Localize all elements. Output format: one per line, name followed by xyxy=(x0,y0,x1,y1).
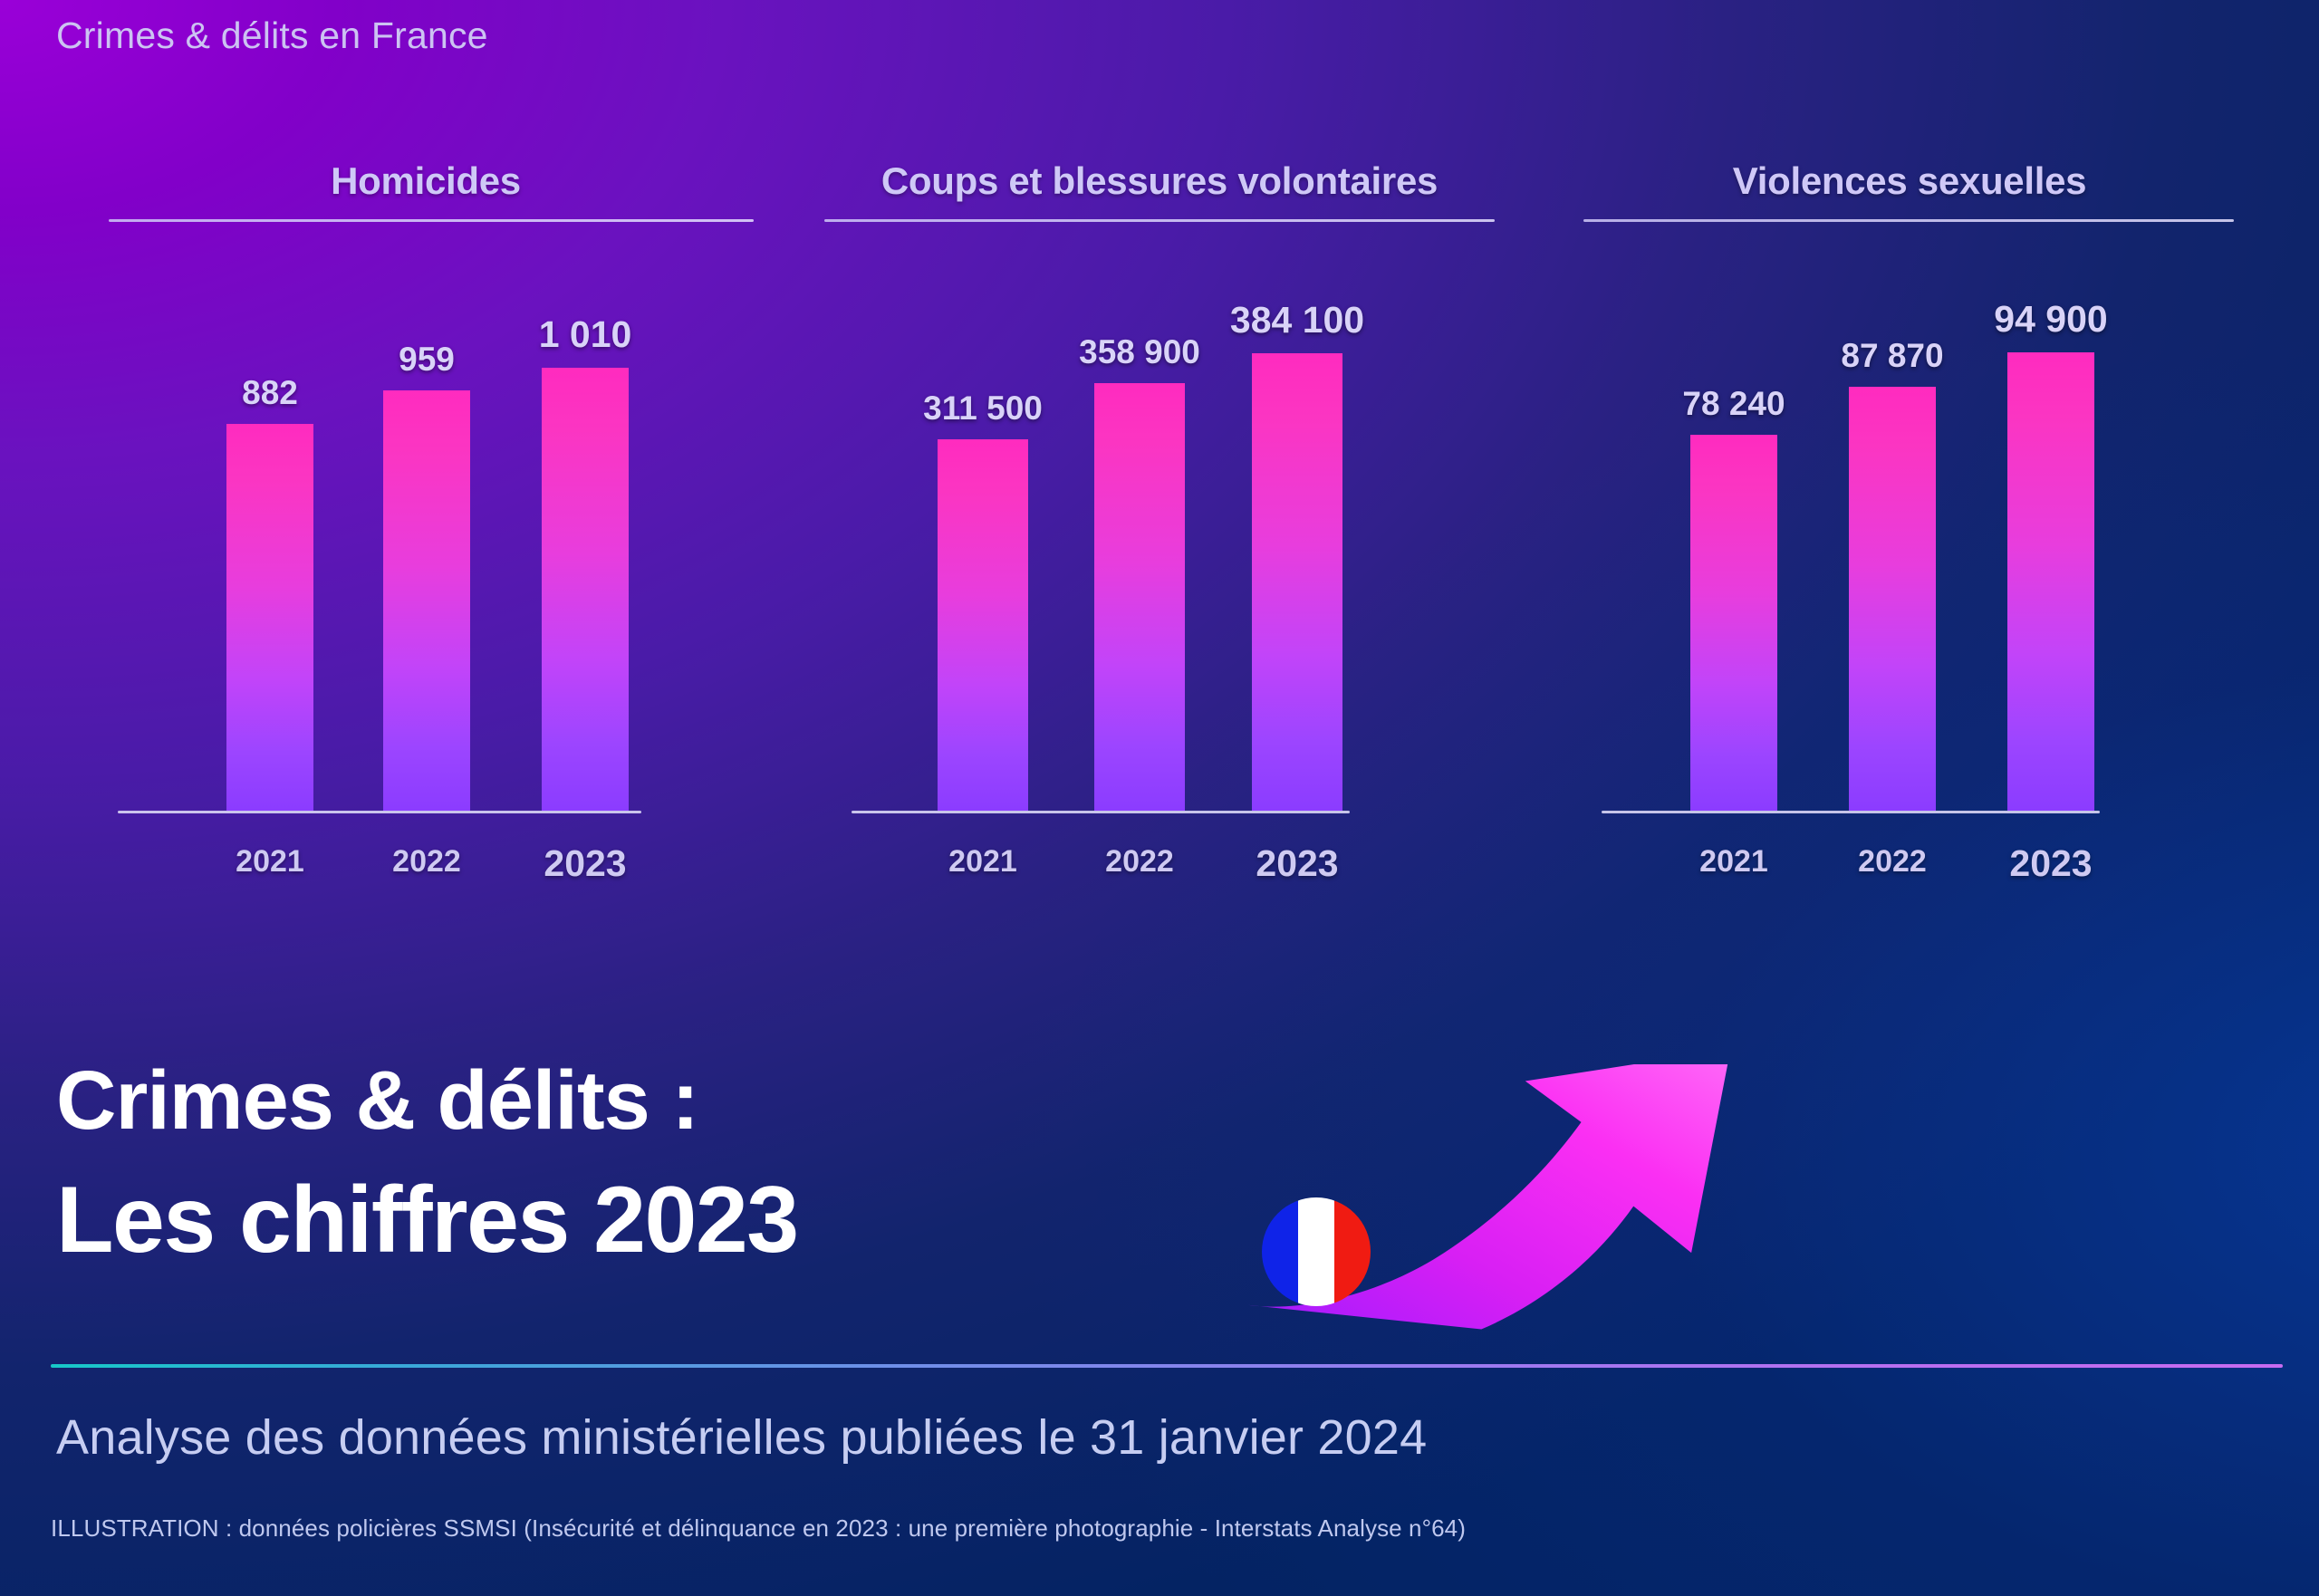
subtitle: Analyse des données ministérielles publi… xyxy=(56,1410,1428,1465)
bar-category-label: 2023 xyxy=(2009,842,2093,884)
charts-row: Homicides 882 2021 959 2022 xyxy=(0,159,2319,993)
chart-plot: 311 500 2021 358 900 2022 384 100 2023 xyxy=(842,246,1477,908)
bar-category-label: 2023 xyxy=(544,842,627,884)
bar-category-label: 2022 xyxy=(1858,844,1927,879)
chart-coups-blessures: Coups et blessures volontaires 311 500 2… xyxy=(824,159,1495,993)
bar-value-label: 311 500 xyxy=(923,389,1043,427)
chart-plot: 882 2021 959 2022 1 010 2023 xyxy=(109,246,743,908)
bar-group: 94 900 2023 xyxy=(1994,249,2107,884)
section-divider xyxy=(51,1364,2283,1368)
chart-plot: 78 240 2021 87 870 2022 94 900 2023 xyxy=(1593,246,2227,908)
bar-category-label: 2023 xyxy=(1256,842,1339,884)
bar-group: 959 2022 xyxy=(383,249,470,879)
eyebrow-title: Crimes & délits en France xyxy=(56,14,488,56)
bar-group: 882 2021 xyxy=(226,249,313,879)
chart-violences-sexuelles: Violences sexuelles 78 240 2021 87 870 2… xyxy=(1583,159,2234,993)
bar-category-label: 2022 xyxy=(1105,844,1174,879)
bar-category-label: 2021 xyxy=(948,844,1017,879)
bar-category-label: 2022 xyxy=(392,844,461,879)
chart-title: Homicides xyxy=(331,159,521,202)
bar-category-label: 2021 xyxy=(1699,844,1768,879)
chart-baseline xyxy=(1602,811,2100,813)
illustration-caption: ILLUSTRATION : données policières SSMSI … xyxy=(51,1514,1466,1542)
bar-group: 87 870 2022 xyxy=(1841,249,1943,879)
bar-value-label: 87 870 xyxy=(1841,337,1944,374)
bar xyxy=(542,368,629,811)
chart-bars: 882 2021 959 2022 1 010 2023 xyxy=(109,249,743,884)
chart-baseline xyxy=(852,811,1350,813)
chart-bars: 311 500 2021 358 900 2022 384 100 2023 xyxy=(842,249,1477,884)
bar-group: 384 100 2023 xyxy=(1230,249,1364,884)
bar-value-label: 384 100 xyxy=(1229,299,1365,341)
chart-title-rule xyxy=(824,219,1495,222)
chart-title-rule xyxy=(109,219,754,222)
bar-value-label: 959 xyxy=(399,341,455,378)
bar-value-label: 358 900 xyxy=(1079,333,1200,370)
bar xyxy=(1690,435,1777,811)
bar xyxy=(938,439,1028,811)
bar-value-label: 1 010 xyxy=(538,313,632,355)
bar-group: 1 010 2023 xyxy=(538,249,632,884)
chart-title-rule xyxy=(1583,219,2234,222)
headline-line-2: Les chiffres 2023 xyxy=(56,1168,799,1273)
headline-line-1: Crimes & délits : xyxy=(56,1054,699,1147)
chart-homicides: Homicides 882 2021 959 2022 xyxy=(109,159,754,993)
france-flag-icon xyxy=(1262,1197,1371,1306)
chart-bars: 78 240 2021 87 870 2022 94 900 2023 xyxy=(1593,249,2227,884)
bar-value-label: 882 xyxy=(242,374,298,411)
bar-group: 311 500 2021 xyxy=(923,249,1043,879)
bar-value-label: 78 240 xyxy=(1682,385,1785,422)
chart-baseline xyxy=(118,811,641,813)
bar xyxy=(1849,387,1936,811)
bar-group: 78 240 2021 xyxy=(1682,249,1785,879)
bar xyxy=(1094,383,1185,811)
bar xyxy=(226,424,313,811)
chart-title: Coups et blessures volontaires xyxy=(880,159,1439,202)
growth-arrow-icon xyxy=(1247,1064,1728,1330)
chart-title: Violences sexuelles xyxy=(1732,159,2087,202)
bar xyxy=(1252,353,1342,811)
bar xyxy=(2007,352,2094,811)
bar-group: 358 900 2022 xyxy=(1079,249,1200,879)
bar-category-label: 2021 xyxy=(236,844,304,879)
bar-value-label: 94 900 xyxy=(1994,298,2108,340)
bar xyxy=(383,390,470,811)
